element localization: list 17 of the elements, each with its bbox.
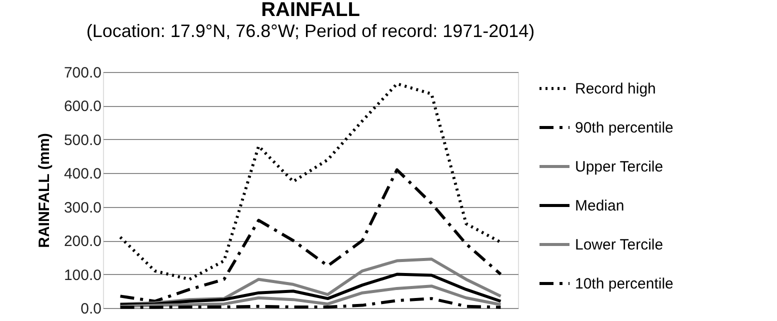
y-tick-label: 100.0 bbox=[64, 266, 102, 284]
y-tick-label: 700.0 bbox=[64, 64, 102, 82]
y-tick-label: 200.0 bbox=[64, 233, 102, 250]
chart-title: RAINFALL bbox=[261, 0, 360, 21]
y-tick-label: 500.0 bbox=[64, 132, 102, 149]
y-tick-label: 400.0 bbox=[64, 166, 102, 183]
legend-label: 90th percentile bbox=[575, 120, 674, 136]
y-tick-label: 300.0 bbox=[64, 199, 102, 216]
legend-label: Record high bbox=[575, 80, 656, 98]
legend-label: Lower Tercile bbox=[575, 236, 664, 254]
y-axis-title: RAINFALL (mm) bbox=[36, 133, 53, 248]
y-tick-label: 600.0 bbox=[64, 98, 102, 116]
legend-label: Upper Tercile bbox=[575, 158, 664, 176]
legend-label: 10th percentile bbox=[575, 276, 674, 292]
y-tick-label: 0.0 bbox=[80, 300, 102, 318]
legend-label: Median bbox=[575, 198, 624, 214]
chart-subtitle: (Location: 17.9°N, 76.8°W; Period of record: 1971-2014) bbox=[86, 21, 535, 41]
